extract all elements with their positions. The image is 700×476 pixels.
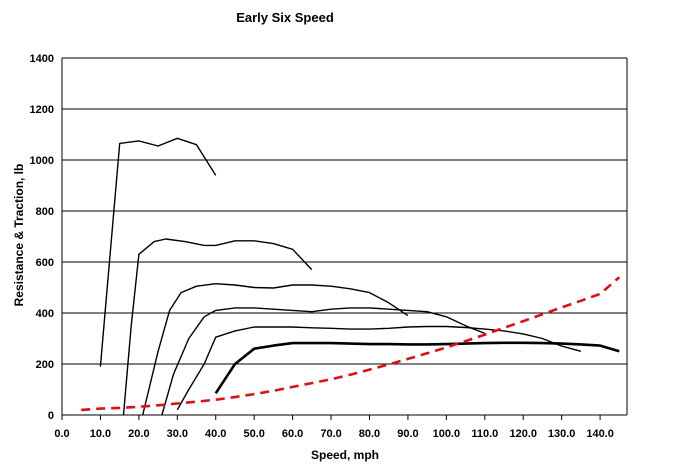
x-tick-label: 10.0 (90, 428, 111, 440)
y-tick-label: 1200 (30, 104, 54, 116)
y-tick-label: 200 (36, 359, 54, 371)
x-tick-label: 100.0 (433, 428, 461, 440)
x-tick-label: 60.0 (282, 428, 303, 440)
x-tick-label: 130.0 (548, 428, 576, 440)
x-tick-label: 80.0 (359, 428, 380, 440)
x-tick-label: 110.0 (471, 428, 498, 440)
x-tick-label: 30.0 (167, 428, 188, 440)
series-line-7 (81, 276, 621, 412)
x-tick-label: 90.0 (397, 428, 418, 440)
series-line-1 (99, 137, 217, 367)
y-tick-label: 1000 (30, 155, 54, 167)
chart-title: Early Six Speed (236, 10, 334, 25)
x-tick-label: 120.0 (509, 428, 537, 440)
x-tick-label: 0.0 (54, 428, 69, 440)
x-tick-label: 50.0 (243, 428, 264, 440)
x-tick-label: 20.0 (128, 428, 149, 440)
series-line-5 (176, 325, 582, 411)
y-tick-label: 400 (36, 308, 54, 320)
x-tick-label: 140.0 (586, 428, 614, 440)
series-line-3 (142, 283, 409, 416)
series-line-2 (122, 238, 313, 416)
y-axis-label: Resistance & Traction, lb (12, 163, 26, 307)
x-axis-label: Speed, mph (310, 448, 379, 462)
series-line-4 (161, 307, 486, 416)
y-tick-label: 0 (48, 410, 54, 422)
x-tick-label: 70.0 (320, 428, 341, 440)
y-tick-label: 1400 (30, 53, 54, 65)
y-tick-label: 800 (36, 206, 54, 218)
x-tick-label: 40.0 (205, 428, 226, 440)
series-line-6 (214, 341, 620, 395)
y-tick-label: 600 (36, 257, 54, 269)
